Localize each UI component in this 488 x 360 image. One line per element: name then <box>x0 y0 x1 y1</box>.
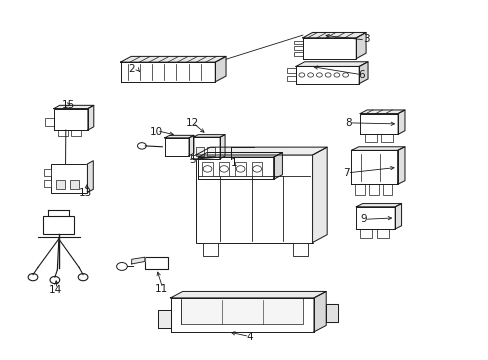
Bar <box>43 180 51 187</box>
Text: 3: 3 <box>362 34 368 44</box>
Bar <box>43 169 51 176</box>
Polygon shape <box>120 62 215 82</box>
Polygon shape <box>170 298 313 332</box>
Polygon shape <box>131 257 144 264</box>
Text: 12: 12 <box>185 118 198 128</box>
Text: 7: 7 <box>343 168 349 178</box>
Polygon shape <box>215 57 225 82</box>
Polygon shape <box>87 161 93 193</box>
Bar <box>202 162 212 176</box>
Bar <box>181 298 303 324</box>
Polygon shape <box>356 207 394 229</box>
Polygon shape <box>302 32 366 38</box>
Bar <box>203 243 217 256</box>
Text: 15: 15 <box>62 100 75 110</box>
Polygon shape <box>196 147 326 155</box>
Polygon shape <box>295 62 367 66</box>
Bar <box>42 216 74 234</box>
Polygon shape <box>325 304 338 322</box>
Polygon shape <box>397 110 404 134</box>
Bar <box>293 41 302 44</box>
Bar <box>293 52 302 56</box>
Bar <box>218 162 229 176</box>
Bar <box>56 180 64 189</box>
Polygon shape <box>193 137 220 158</box>
Polygon shape <box>312 147 326 243</box>
Polygon shape <box>360 110 404 113</box>
Bar <box>380 134 392 142</box>
Bar <box>235 162 245 176</box>
Polygon shape <box>360 113 397 134</box>
Bar <box>45 118 54 126</box>
Bar <box>382 184 391 195</box>
Polygon shape <box>273 153 282 179</box>
Bar <box>287 68 295 73</box>
Polygon shape <box>198 157 273 179</box>
Polygon shape <box>313 292 325 332</box>
Bar <box>360 229 372 238</box>
Polygon shape <box>356 203 401 207</box>
Bar <box>368 184 378 195</box>
Polygon shape <box>164 135 194 138</box>
Text: 5: 5 <box>189 156 196 165</box>
Polygon shape <box>88 105 94 130</box>
Text: 1: 1 <box>230 158 237 168</box>
Bar <box>365 134 376 142</box>
Text: 14: 14 <box>49 285 62 295</box>
Polygon shape <box>351 150 397 184</box>
Polygon shape <box>198 153 282 157</box>
Bar <box>293 46 302 50</box>
Bar <box>144 257 168 269</box>
Text: 10: 10 <box>149 127 162 137</box>
Bar <box>292 243 307 256</box>
Text: 13: 13 <box>78 188 91 198</box>
Polygon shape <box>54 105 94 109</box>
Polygon shape <box>54 109 88 130</box>
Bar <box>251 162 262 176</box>
Polygon shape <box>359 62 367 84</box>
Text: 4: 4 <box>245 332 252 342</box>
Polygon shape <box>120 57 225 62</box>
Polygon shape <box>356 32 366 59</box>
Polygon shape <box>158 310 170 328</box>
Polygon shape <box>193 135 224 137</box>
Polygon shape <box>170 292 325 298</box>
Bar <box>206 147 214 156</box>
Text: 6: 6 <box>357 69 364 80</box>
Bar <box>287 76 295 81</box>
Text: 11: 11 <box>155 284 168 294</box>
Bar <box>376 229 388 238</box>
Bar <box>355 184 365 195</box>
Polygon shape <box>295 66 359 84</box>
Bar <box>196 155 312 243</box>
Bar <box>196 147 203 156</box>
Bar <box>70 180 79 189</box>
Polygon shape <box>189 135 194 156</box>
Polygon shape <box>302 38 356 59</box>
Bar <box>71 130 81 136</box>
Polygon shape <box>351 147 404 150</box>
Bar <box>58 130 67 136</box>
Text: 2: 2 <box>128 64 135 74</box>
Bar <box>51 164 87 193</box>
Polygon shape <box>164 138 189 156</box>
Text: 8: 8 <box>345 118 351 128</box>
Polygon shape <box>397 147 404 184</box>
Text: 9: 9 <box>360 214 366 224</box>
Polygon shape <box>220 135 224 158</box>
Polygon shape <box>394 203 401 229</box>
